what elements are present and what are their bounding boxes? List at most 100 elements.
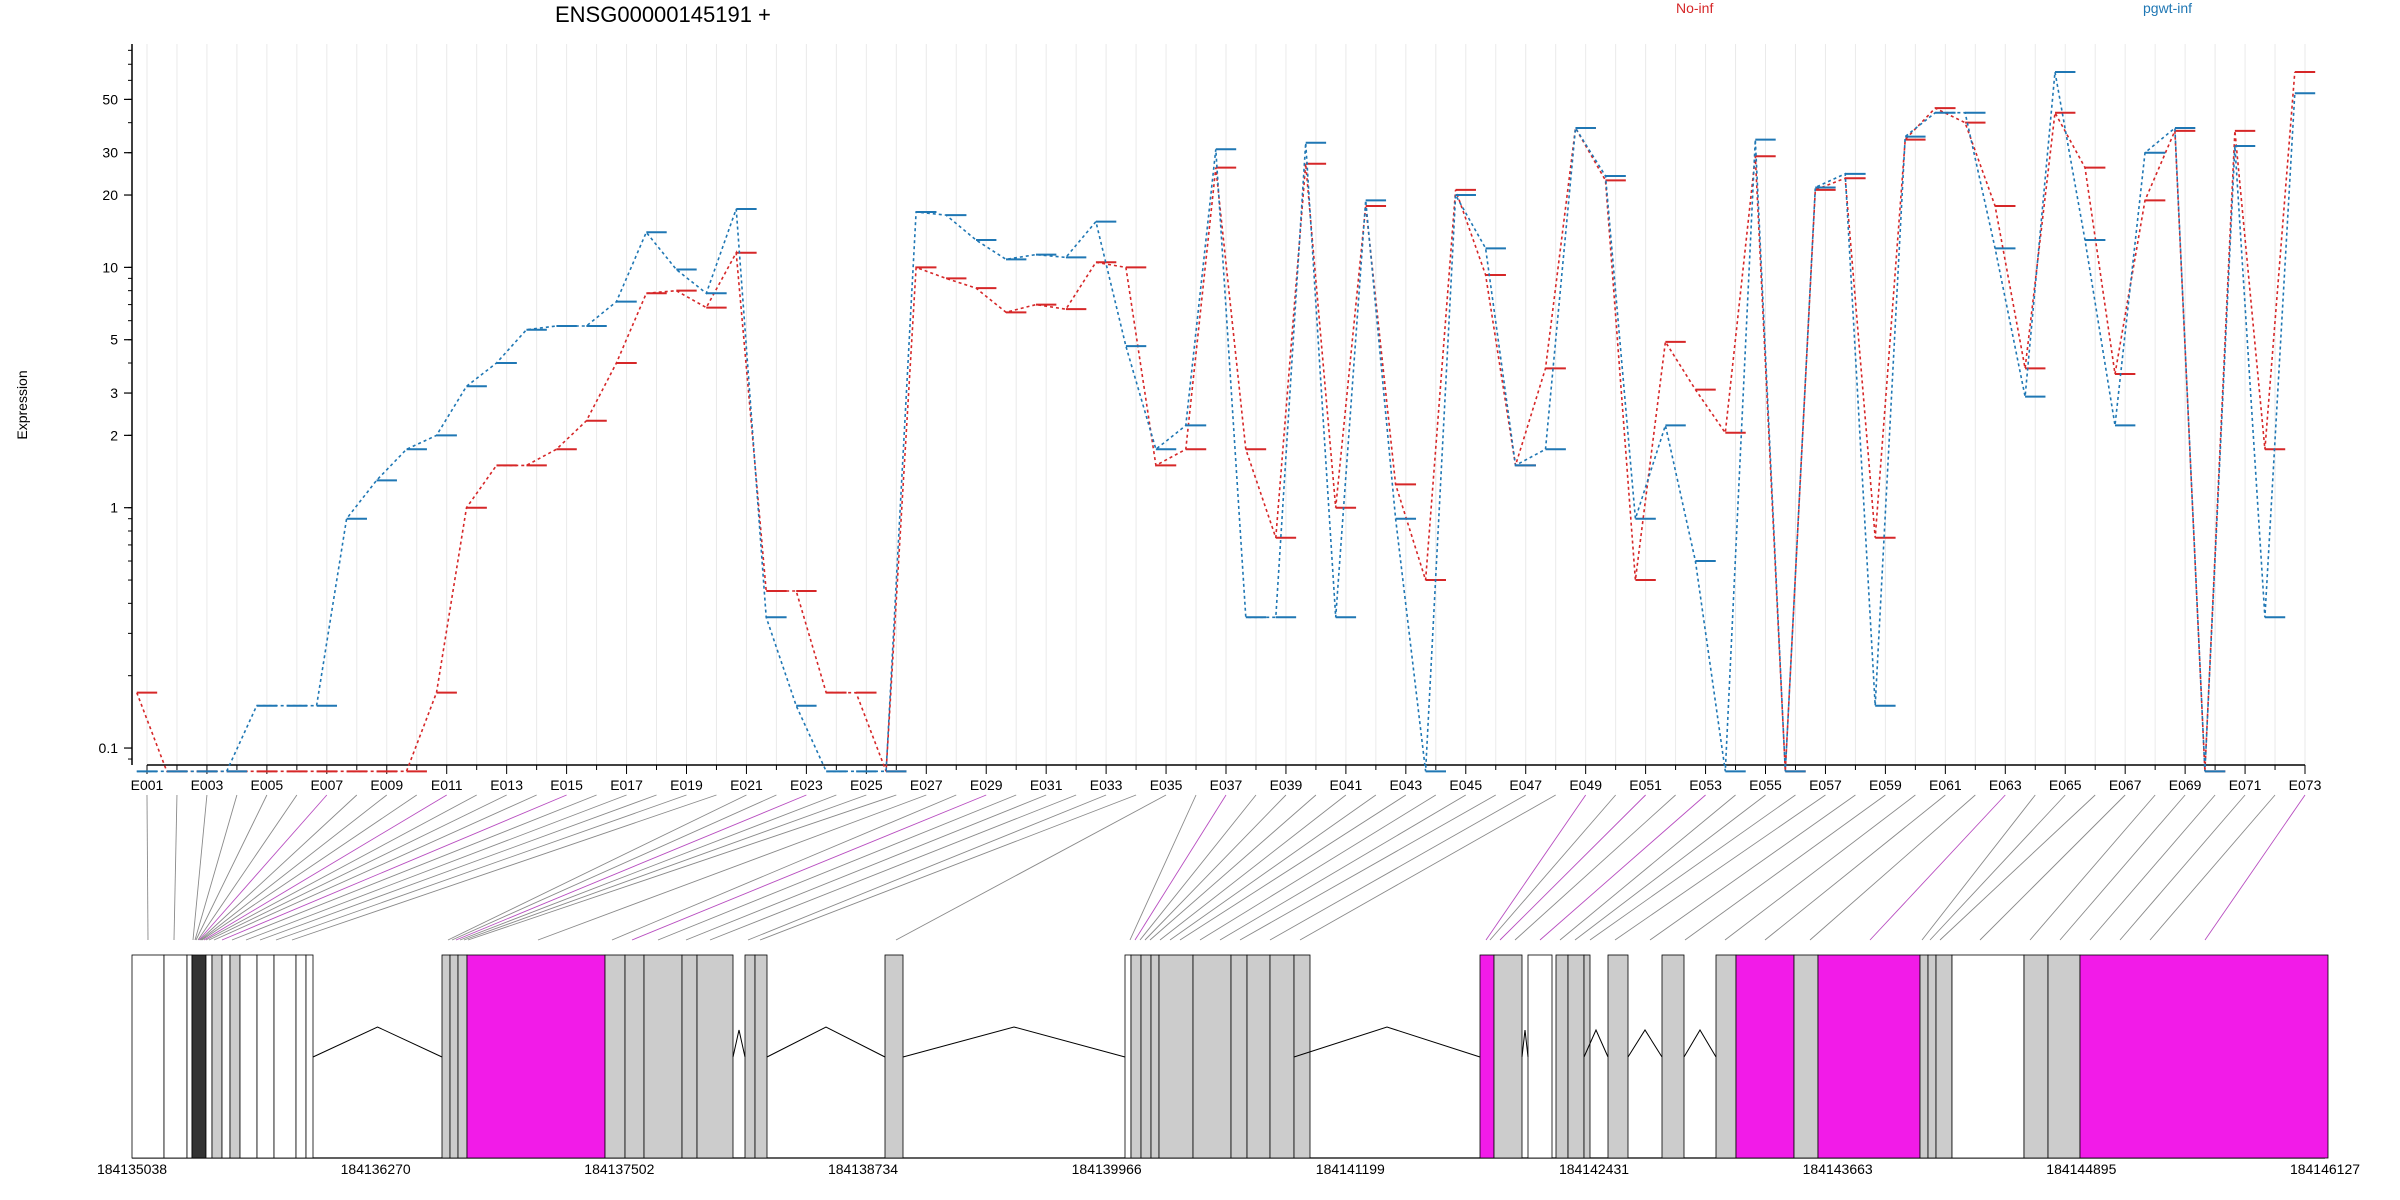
exon-block: [305, 954, 314, 1159]
x-tick-label: E007: [310, 777, 343, 793]
exon-block: [441, 954, 451, 1159]
exon-connector-line: [1239, 794, 1496, 941]
exon-connector-line: [213, 794, 537, 941]
exon-block: [2079, 954, 2329, 1159]
exon-connector-line: [895, 794, 1167, 941]
exon-connector-line: [146, 794, 149, 941]
legend-label-no-inf: No-inf: [1676, 0, 1713, 16]
genome-tick-label: 184144895: [2046, 1161, 2116, 1177]
y-tick-label: 10: [102, 259, 118, 275]
exon-connector-line: [245, 794, 627, 941]
exon-block: [1567, 954, 1585, 1159]
x-tick-label: E037: [1210, 777, 1243, 793]
intron-line: [766, 1026, 886, 1058]
x-tick-label: E043: [1389, 777, 1422, 793]
x-tick-label: E041: [1330, 777, 1363, 793]
plot-area: 0.1 1 2 3 5 10 20 30 50 E001 E003 E005 E007 E009 E011 E…: [99, 44, 2322, 793]
exon-block: [186, 954, 193, 1159]
exon-connector-line: [1589, 794, 1796, 941]
x-tick-label: E047: [1509, 777, 1542, 793]
genome-tick-label: 184146127: [2290, 1161, 2360, 1177]
x-tick-label: E073: [2289, 777, 2322, 793]
exon-block: [295, 954, 307, 1159]
exon-block: [1150, 954, 1160, 1159]
series-connector-0: [136, 71, 2296, 773]
exon-block: [1927, 954, 1937, 1159]
exon-block: [1230, 954, 1248, 1159]
exon-connector-line: [1939, 794, 2096, 941]
exon-block: [1793, 954, 1819, 1159]
x-tick-label: E057: [1809, 777, 1842, 793]
exon-connector-line: [1724, 794, 1916, 941]
x-tick-label: E069: [2169, 777, 2202, 793]
exon-block: [624, 954, 645, 1159]
y-tick-label: 0.1: [99, 740, 119, 756]
x-tick-label: E065: [2049, 777, 2082, 793]
x-tick-label: E029: [970, 777, 1003, 793]
x-tick-label: E039: [1270, 777, 1303, 793]
x-tick-label: E011: [431, 777, 463, 793]
exon-block: [1140, 954, 1152, 1159]
genome-tick-label: 184141199: [1316, 1161, 1385, 1177]
x-tick-label: E059: [1869, 777, 1902, 793]
x-tick-label: E027: [910, 777, 943, 793]
intron-line: [312, 1026, 443, 1058]
exon-block: [1130, 954, 1142, 1159]
exon-connector-line: [259, 794, 657, 941]
exon-connector-line: [1489, 794, 1616, 941]
exon-connector-line: [231, 794, 597, 941]
exon-connector-line: [1139, 794, 1257, 941]
exon-block: [1269, 954, 1295, 1159]
x-tick-label: E019: [670, 777, 703, 793]
exon-block: [696, 954, 734, 1159]
exon-connector-line: [2029, 794, 2156, 941]
exon-connector-line: [759, 794, 1137, 941]
exon-block: [256, 954, 275, 1159]
exon-block: [1735, 954, 1795, 1159]
exon-connector-line: [1514, 794, 1676, 941]
exon-connector-line: [1169, 794, 1377, 941]
exon-block: [744, 954, 756, 1159]
exon-connector-line: [2119, 794, 2246, 941]
x-tick-label: E055: [1749, 777, 1782, 793]
genome-tick-label: 184138734: [828, 1161, 898, 1177]
exon-connector-line: [1159, 794, 1347, 941]
exon-connector-line: [1499, 794, 1646, 941]
exon-connector-line: [197, 794, 298, 941]
exon-connector-line: [1809, 794, 1976, 941]
exon-block: [239, 954, 258, 1159]
x-tick-label: E049: [1569, 777, 1602, 793]
exon-block: [229, 954, 241, 1159]
exon-connector-line: [194, 794, 238, 941]
exon-block: [221, 954, 231, 1159]
exon-connector-line: [1134, 794, 1227, 941]
exon-connector-line: [192, 794, 208, 941]
exon-block: [1661, 954, 1685, 1159]
genome-tick-label: 184136270: [341, 1161, 411, 1177]
exon-block: [1158, 954, 1194, 1159]
exon-connector-line: [2149, 794, 2276, 941]
exon-connector-line: [1199, 794, 1437, 941]
intron-line: [1293, 1026, 1481, 1058]
exon-block: [1124, 954, 1132, 1159]
x-tick-label: E067: [2109, 777, 2142, 793]
intron-line: [1627, 1029, 1663, 1058]
exon-connector-line: [1179, 794, 1407, 941]
exon-connector-line: [1129, 794, 1197, 941]
exon-connector-line: [747, 794, 1107, 941]
exon-connector-line: [199, 794, 358, 941]
exon-block: [681, 954, 698, 1159]
intron-line: [1683, 1029, 1717, 1058]
exon-connector-line: [1921, 794, 2036, 941]
y-tick-label: 1: [110, 500, 118, 516]
exon-connector-line: [1559, 794, 1736, 941]
exon-block: [2023, 954, 2049, 1159]
legend-label-pgwt-inf: pgwt-inf: [2143, 0, 2192, 16]
x-tick-label: E063: [1989, 777, 2022, 793]
exon-connector-line: [1144, 794, 1287, 941]
exon-connector-line: [173, 794, 178, 941]
exon-connectors: [146, 794, 2306, 941]
genome-tick-label: 184143663: [1803, 1161, 1873, 1177]
exon-connector-line: [467, 794, 897, 941]
